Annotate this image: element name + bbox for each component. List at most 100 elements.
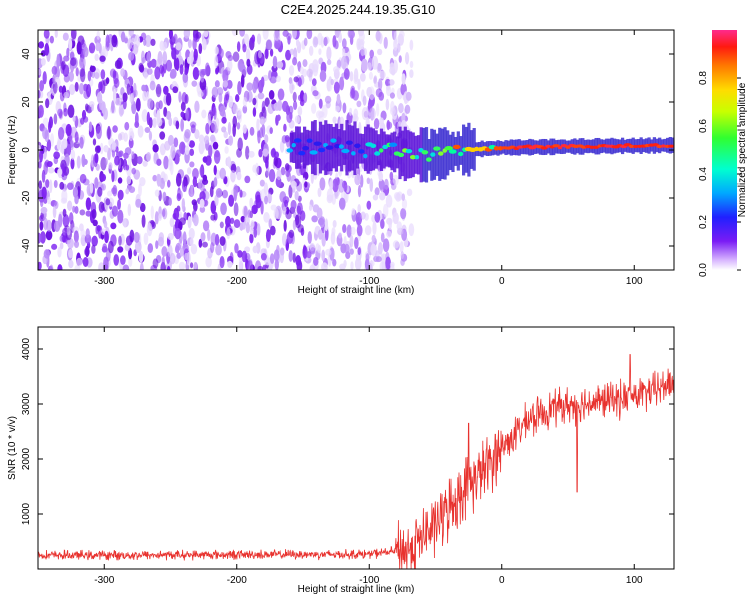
noise-blob [370, 243, 377, 256]
noise-blob [142, 160, 148, 167]
noise-blob [174, 227, 182, 240]
noise-blob [353, 74, 359, 85]
noise-blob [219, 255, 225, 269]
x-tick-label: -300 [94, 575, 114, 586]
noise-blob [294, 115, 300, 124]
noise-blob [315, 110, 323, 119]
noise-blob [111, 149, 116, 158]
noise-blob [91, 244, 96, 254]
noise-blob [292, 219, 297, 231]
noise-blob [344, 243, 350, 254]
noise-blob [46, 139, 52, 152]
noise-blob [232, 51, 240, 62]
colorbar-tick-label: 0.2 [698, 215, 709, 229]
noise-blob [378, 171, 384, 182]
noise-blob [212, 141, 219, 150]
noise-blob [203, 30, 209, 38]
noise-blob [343, 181, 348, 193]
band-blob [374, 151, 381, 156]
noise-blob [111, 141, 117, 151]
band-blob [357, 149, 365, 154]
band-halo [411, 132, 415, 178]
noise-blob [146, 51, 151, 63]
noise-blob [334, 30, 340, 39]
noise-blob [256, 33, 262, 45]
noise-blob [342, 102, 347, 114]
noise-blob [179, 141, 186, 155]
band-halo [321, 124, 325, 171]
noise-blob [38, 148, 44, 163]
noise-blob [197, 90, 204, 98]
noise-blob [243, 33, 250, 45]
noise-blob [168, 197, 172, 206]
noise-blob [41, 169, 46, 183]
band-halo [385, 134, 389, 167]
noise-blob [372, 221, 377, 236]
noise-blob [357, 40, 365, 50]
noise-blob [39, 80, 45, 92]
noise-blob [361, 58, 368, 72]
noise-blob [401, 193, 406, 202]
noise-blob [52, 205, 57, 219]
noise-blob [101, 48, 109, 58]
colorbar: 0.0 0.2 0.4 0.6 0.8 Normalized spectral ampl… [698, 30, 748, 277]
noise-blob [38, 41, 45, 49]
noise-blob [398, 30, 405, 39]
noise-blob [173, 137, 179, 148]
noise-blob [185, 108, 189, 121]
noise-blob [92, 138, 97, 146]
noise-blob [396, 221, 402, 231]
noise-blob [311, 215, 318, 223]
noise-blob [312, 204, 320, 213]
noise-blob [75, 67, 79, 77]
noise-blob [311, 103, 317, 114]
noise-blob [61, 138, 68, 150]
noise-blob [359, 72, 366, 82]
noise-blob [239, 30, 246, 37]
noise-blob [306, 30, 313, 40]
noise-blob [181, 179, 187, 193]
noise-blob [57, 108, 63, 117]
noise-blob [273, 102, 281, 111]
noise-blob [336, 93, 341, 104]
spectrogram-marks [38, 30, 674, 270]
noise-blob [312, 36, 319, 48]
noise-blob [147, 98, 154, 110]
noise-blob [279, 140, 285, 153]
noise-blob [178, 261, 186, 270]
noise-blob [244, 175, 251, 184]
band-blob [552, 144, 560, 148]
noise-blob [148, 131, 153, 141]
noise-blob [209, 134, 216, 143]
noise-blob [289, 48, 295, 55]
band-blob [338, 144, 344, 149]
band-blob [540, 146, 548, 150]
noise-blob [181, 92, 188, 106]
noise-blob [57, 264, 63, 270]
noise-blob [357, 247, 362, 256]
noise-blob [224, 146, 229, 154]
noise-blob [341, 38, 347, 49]
noise-blob [350, 261, 354, 270]
y-tick-label: 1000 [21, 502, 32, 525]
noise-blob [85, 245, 90, 258]
noise-blob [184, 128, 191, 139]
snr-xlabel: Height of straight line (km) [298, 584, 415, 595]
noise-blob [162, 208, 166, 218]
band-halo [289, 132, 293, 163]
colorbar-tick-label: 0.4 [698, 167, 709, 181]
band-halo [422, 127, 426, 182]
noise-blob [163, 85, 169, 95]
noise-blob [259, 179, 265, 187]
band-blob [633, 144, 639, 149]
noise-blob [219, 105, 226, 117]
noise-blob [303, 37, 308, 47]
noise-blob [311, 78, 317, 87]
noise-blob [302, 68, 308, 77]
noise-blob [213, 177, 218, 187]
noise-blob [285, 49, 292, 61]
noise-blob [170, 68, 177, 79]
noise-blob [146, 91, 150, 102]
noise-blob [199, 198, 205, 209]
noise-blob [284, 135, 290, 143]
